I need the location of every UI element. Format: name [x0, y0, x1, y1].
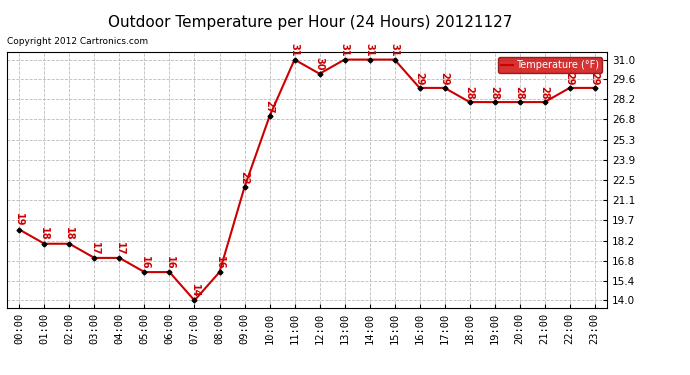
Text: 29: 29 [415, 72, 424, 85]
Text: 28: 28 [515, 86, 524, 99]
Text: 16: 16 [215, 256, 224, 269]
Text: 31: 31 [390, 43, 400, 57]
Text: 17: 17 [115, 242, 124, 255]
Text: 29: 29 [564, 72, 575, 85]
Text: 14: 14 [190, 284, 199, 298]
Text: 18: 18 [39, 227, 50, 241]
Text: 19: 19 [14, 213, 24, 227]
Text: 18: 18 [64, 227, 75, 241]
Text: 31: 31 [339, 43, 350, 57]
Text: 16: 16 [164, 256, 175, 269]
Text: Outdoor Temperature per Hour (24 Hours) 20121127: Outdoor Temperature per Hour (24 Hours) … [108, 15, 513, 30]
Text: 29: 29 [440, 72, 450, 85]
Text: 17: 17 [90, 242, 99, 255]
Text: 27: 27 [264, 100, 275, 114]
Text: 30: 30 [315, 57, 324, 71]
Text: 28: 28 [464, 86, 475, 99]
Text: Copyright 2012 Cartronics.com: Copyright 2012 Cartronics.com [7, 38, 148, 46]
Text: 31: 31 [290, 43, 299, 57]
Text: 22: 22 [239, 171, 250, 184]
Legend: Temperature (°F): Temperature (°F) [498, 57, 602, 73]
Text: 28: 28 [490, 86, 500, 99]
Text: 29: 29 [590, 72, 600, 85]
Text: 16: 16 [139, 256, 150, 269]
Text: 31: 31 [364, 43, 375, 57]
Text: 28: 28 [540, 86, 550, 99]
